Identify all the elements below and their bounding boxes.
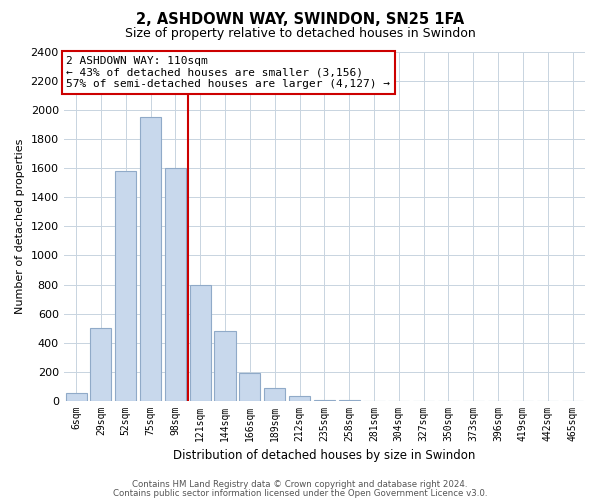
Bar bbox=[338, 400, 360, 401]
Bar bbox=[165, 168, 186, 401]
Bar bbox=[264, 388, 285, 401]
X-axis label: Distribution of detached houses by size in Swindon: Distribution of detached houses by size … bbox=[173, 450, 476, 462]
Text: 2 ASHDOWN WAY: 110sqm
← 43% of detached houses are smaller (3,156)
57% of semi-d: 2 ASHDOWN WAY: 110sqm ← 43% of detached … bbox=[66, 56, 390, 89]
Bar bbox=[214, 331, 236, 401]
Bar bbox=[314, 400, 335, 401]
Text: 2, ASHDOWN WAY, SWINDON, SN25 1FA: 2, ASHDOWN WAY, SWINDON, SN25 1FA bbox=[136, 12, 464, 28]
Y-axis label: Number of detached properties: Number of detached properties bbox=[15, 138, 25, 314]
Text: Contains public sector information licensed under the Open Government Licence v3: Contains public sector information licen… bbox=[113, 488, 487, 498]
Bar bbox=[190, 284, 211, 401]
Bar bbox=[239, 374, 260, 401]
Bar bbox=[115, 171, 136, 401]
Text: Size of property relative to detached houses in Swindon: Size of property relative to detached ho… bbox=[125, 28, 475, 40]
Bar bbox=[65, 393, 86, 401]
Bar bbox=[140, 117, 161, 401]
Text: Contains HM Land Registry data © Crown copyright and database right 2024.: Contains HM Land Registry data © Crown c… bbox=[132, 480, 468, 489]
Bar bbox=[91, 328, 112, 401]
Bar bbox=[289, 396, 310, 401]
